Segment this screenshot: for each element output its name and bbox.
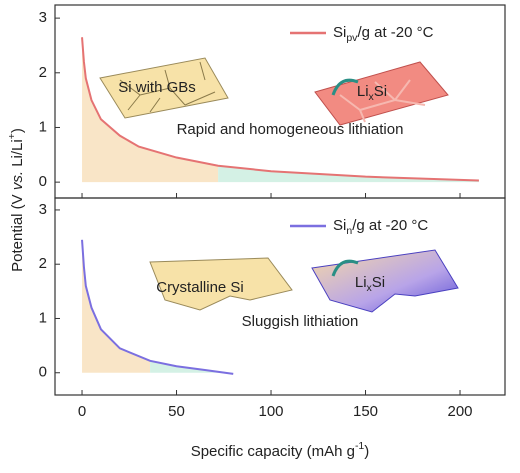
plot-frame [54,197,506,396]
x-tick-label: 150 [353,403,378,420]
series-line [81,239,234,375]
legend-label: Sipv/g at -20 °C [333,24,434,44]
annotation: Sluggish lithiation [242,313,359,330]
annotation-part: Si [374,83,387,100]
annotation-part: Si [372,274,385,291]
illustration-si-gbs [99,57,229,119]
legend-label-part: Si [333,24,346,41]
legend-label-part: n [346,225,352,237]
y-tick-label: 1 [39,309,47,326]
shaded-region [82,239,151,373]
y-tick-label: 3 [39,9,47,26]
y-axis-label-part: vs. [9,171,26,190]
y-tick-label: 0 [39,173,47,190]
series-line [81,37,479,182]
legend-label-part: /g at -20 °C [357,24,433,41]
illustration-lixsi-top [314,61,449,126]
y-tick-label: 2 [39,255,47,272]
legend-label: Sin/g at -20 °C [333,217,428,237]
panel [82,37,479,183]
annotation-part: x [369,91,375,103]
x-tick-label: 50 [168,403,185,420]
y-tick-label: 1 [39,118,47,135]
panel [82,239,234,374]
illustration-lixsi-bottom [311,249,459,313]
annotation: Crystalline Si [156,279,244,296]
y-axis-label: Potential (V vs. Li/Li+) [6,128,26,272]
x-axis-label-part: -1 [355,440,364,452]
x-tick-label: 0 [78,403,86,420]
x-axis-label-part: ) [364,443,369,460]
y-axis-label-part: ) [9,128,26,133]
annotation: LixSi [355,274,385,294]
y-axis-label-part: Potential (V [9,190,26,272]
annotation-part: Si with GBs [118,79,196,96]
legend-label-part: /g at -20 °C [352,217,428,234]
annotation: LixSi [357,83,387,103]
annotation-part: Rapid and homogeneous lithiation [177,121,404,138]
y-tick-label: 3 [39,201,47,218]
x-axis-label: Specific capacity (mAh g-1) [191,440,370,460]
illustration-crystalline [149,257,293,311]
y-tick-label: 2 [39,64,47,81]
y-axis-label-part: Li/Li [9,139,26,171]
annotation-part: Sluggish lithiation [242,313,359,330]
x-tick-label: 200 [448,403,473,420]
annotation-part: Li [355,274,367,291]
shaded-region [82,37,219,183]
y-axis-label-part: + [6,133,18,139]
legend-label-part: Si [333,217,346,234]
legend-label-part: pv [346,32,358,44]
annotation: Rapid and homogeneous lithiation [177,121,404,138]
annotation-part: x [367,282,373,294]
shaded-region [150,360,234,374]
annotation: Si with GBs [118,79,196,96]
x-tick-label: 100 [259,403,284,420]
annotation-part: Crystalline Si [156,279,244,296]
y-tick-label: 0 [39,364,47,381]
annotation-part: Li [357,83,369,100]
x-axis-label-part: Specific capacity (mAh g [191,443,355,460]
shaded-region [218,165,479,183]
